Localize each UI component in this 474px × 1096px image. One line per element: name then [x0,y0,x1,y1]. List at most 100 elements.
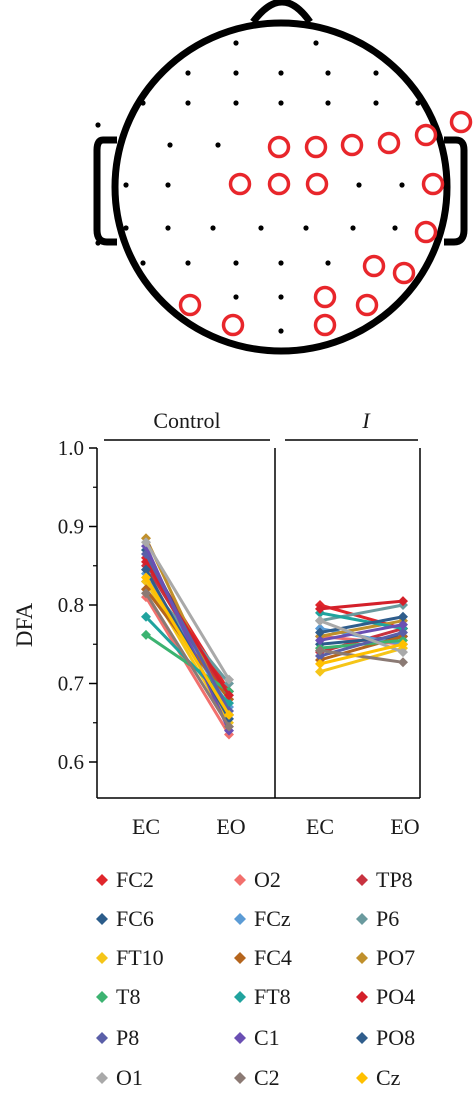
legend-label: P8 [116,1025,139,1050]
highlighted-electrode-marker [221,313,245,337]
legend-label: TP8 [376,867,413,892]
legend-marker [356,952,368,964]
data-point [398,647,408,658]
head-nose [250,0,313,25]
highlighted-electrode-marker [267,172,291,196]
legend-item: C1 [234,1025,280,1050]
electrode-dot [313,40,319,46]
electrode-dot [392,225,398,231]
legend-label: FC4 [254,945,292,970]
electrode-dot [95,240,101,246]
electrode-dot [123,225,129,231]
electrode-dot [140,260,146,266]
electrode-dot [233,100,239,106]
series-line [318,646,405,674]
electrode-dot [233,260,239,266]
legend-label: C2 [254,1065,280,1090]
y-tick-label: 0.6 [58,750,84,774]
electrode-dot [373,70,379,76]
legend-item: FC4 [234,945,292,970]
legend-label: PO4 [376,984,415,1009]
legend-marker [356,991,368,1003]
y-tick-label: 1.0 [58,436,84,460]
dfa-chart: Control I DFA 0.6 0.7 0.8 0.9 1.0 EC EO EC EO [12,408,421,839]
legend-label: P6 [376,906,399,931]
legend-marker [96,913,108,925]
legend-label: FT10 [116,945,164,970]
legend-item: FC2 [96,867,154,892]
electrode-dot [167,142,173,148]
electrode-dot [303,225,309,231]
series-line [318,642,405,666]
highlighted-electrode-marker [313,285,337,309]
electrode-dot [399,182,405,188]
data-point [224,709,234,720]
panel-title: I [361,408,371,433]
electrode-dot [233,294,239,300]
data-point [224,721,234,732]
electrode-dot [278,70,284,76]
y-tick-label: 0.7 [58,672,84,696]
series-lines [141,533,408,740]
series-line [318,603,405,623]
legend-item: P6 [356,906,399,931]
x-category-label: EO [216,814,245,839]
x-category-label: EC [132,814,160,839]
legend-item: P8 [96,1025,139,1050]
electrode-dot [258,225,264,231]
highlighted-electrode-marker [414,123,438,147]
series-line [318,623,405,642]
series-line [144,576,231,717]
series-line [144,552,231,713]
highlighted-electrode-marker [414,220,438,244]
highlighted-electrode-markers [178,110,473,337]
y-axis-label: DFA [12,602,37,647]
highlighted-electrode-marker [178,293,202,317]
data-point [315,627,325,638]
legend-label: Cz [376,1065,401,1090]
legend-marker [234,874,246,886]
legend-item: FCz [234,906,291,931]
legend-marker [356,1072,368,1084]
data-point [141,564,151,575]
highlighted-electrode-marker [377,131,401,155]
electrode-dot [373,100,379,106]
x-category-labels: EC EO EC EO [132,814,420,839]
highlighted-electrode-marker [305,172,329,196]
legend-marker [234,1072,246,1084]
series-line [144,540,231,682]
legend: FC2 O2 TP8 FC6 FCz P6 FT10 FC4 PO7 T8 FT8 PO4 P8 C1 PO… [96,867,415,1090]
legend-item: FT8 [234,984,291,1009]
electrode-dot [140,100,146,106]
data-point [398,627,408,638]
legend-label: O2 [254,867,281,892]
data-point [315,635,325,646]
legend-label: FC2 [116,867,154,892]
series-line [318,649,405,664]
data-point [398,596,408,607]
electrode-dot [185,70,191,76]
data-point [398,657,408,668]
electrode-dot [278,294,284,300]
electrode-dot [278,328,284,334]
electrode-dot [95,122,101,128]
legend-item: TP8 [356,867,413,892]
electrode-dot [325,70,331,76]
electrode-dots [95,40,421,334]
x-category-label: EC [306,814,334,839]
electrode-dot [415,100,421,106]
data-point [315,651,325,662]
highlighted-electrode-marker [304,135,328,159]
legend-label: PO8 [376,1025,415,1050]
x-category-label: EO [390,814,419,839]
highlighted-electrode-marker [392,261,416,285]
electrode-dot [165,182,171,188]
highlighted-electrode-marker [340,133,364,157]
legend-item: PO7 [356,945,415,970]
electrode-dot [210,225,216,231]
data-point [398,611,408,622]
head-right-ear [444,136,468,246]
y-tick-label: 0.9 [58,515,84,539]
legend-item: FT10 [96,945,164,970]
